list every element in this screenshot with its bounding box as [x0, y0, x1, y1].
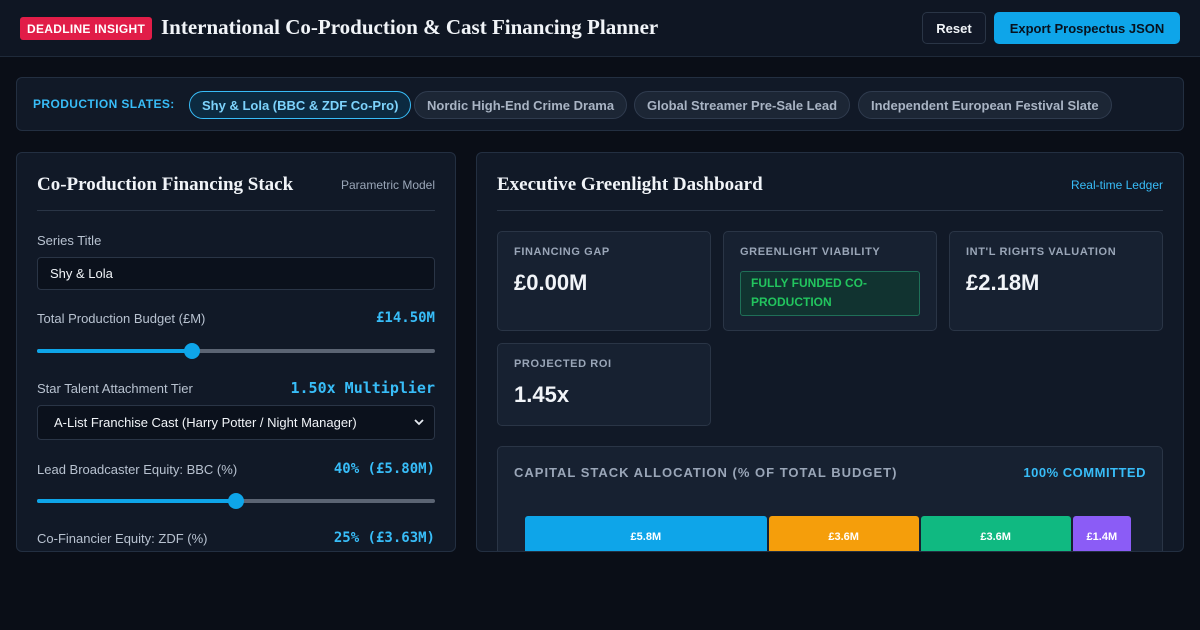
slate-chip-independent-european[interactable]: Independent European Festival Slate [858, 91, 1112, 119]
talent-multiplier-value: 1.50x Multiplier [290, 379, 436, 397]
production-slates-bar: PRODUCTION SLATES: Shy & Lola (BBC & ZDF… [16, 77, 1184, 131]
panel-header: Executive Greenlight Dashboard Real-time… [497, 153, 1163, 211]
budget-value: £14.50M [375, 310, 435, 326]
greenlight-viability-card: GREENLIGHT VIABILITY FULLY FUNDED CO-PRO… [723, 231, 937, 331]
talent-tier-label: Star Talent Attachment Tier [37, 381, 193, 396]
card-label: INT'L RIGHTS VALUATION [966, 246, 1117, 258]
app-title: International Co-Production & Cast Finan… [161, 15, 659, 39]
financing-stack-panel: Co-Production Financing Stack Parametric… [16, 152, 456, 552]
reset-button[interactable]: Reset [922, 12, 986, 44]
slate-chip-nordic-crime[interactable]: Nordic High-End Crime Drama [414, 91, 628, 119]
slider-thumb[interactable] [184, 343, 201, 359]
capital-stack-segment: £3.6M [768, 516, 919, 551]
card-label: FINANCING GAP [514, 246, 610, 258]
slate-chip-shy-and-lola[interactable]: Shy & Lola (BBC & ZDF Co-Pro) [189, 91, 412, 119]
capital-stack-card: CAPITAL STACK ALLOCATION (% OF TOTAL BUD… [497, 446, 1163, 551]
series-title-label: Series Title [37, 233, 102, 248]
viability-status-badge: FULLY FUNDED CO-PRODUCTION [740, 271, 920, 316]
commitment-status: 100% COMMITTED [1023, 465, 1146, 480]
rights-valuation-card: INT'L RIGHTS VALUATION £2.18M [949, 231, 1163, 331]
projected-roi-value: 1.45x [514, 382, 570, 407]
budget-slider[interactable] [37, 343, 435, 359]
greenlight-dashboard-panel: Executive Greenlight Dashboard Real-time… [476, 152, 1184, 552]
bbc-equity-label: Lead Broadcaster Equity: BBC (%) [37, 462, 238, 477]
capital-stack-segment: £3.6M [920, 516, 1071, 551]
export-prospectus-button[interactable]: Export Prospectus JSON [994, 12, 1180, 44]
slider-fill [37, 349, 193, 353]
capital-stack-segment: £5.8M [525, 516, 767, 551]
slate-chip-global-streamer[interactable]: Global Streamer Pre-Sale Lead [634, 91, 851, 119]
zdf-equity-value: 25% (£3.63M) [333, 530, 435, 546]
brand-badge: DEADLINE INSIGHT [20, 17, 153, 40]
chevron-down-icon [414, 419, 424, 426]
model-tag: Parametric Model [340, 178, 435, 192]
slider-track [37, 349, 435, 353]
talent-tier-selected: A-List Franchise Cast (Harry Potter / Ni… [54, 415, 357, 430]
projected-roi-card: PROJECTED ROI 1.45x [497, 343, 711, 426]
rights-valuation-value: £2.18M [966, 270, 1040, 295]
panel-title: Co-Production Financing Stack [37, 174, 294, 195]
card-label: GREENLIGHT VIABILITY [740, 246, 881, 258]
capital-stack-segment: £1.4M [1072, 516, 1131, 551]
card-label: PROJECTED ROI [514, 358, 612, 370]
bbc-equity-value: 40% (£5.80M) [333, 461, 435, 477]
zdf-equity-label: Co-Financier Equity: ZDF (%) [37, 531, 208, 546]
capital-stack-title: CAPITAL STACK ALLOCATION (% OF TOTAL BUD… [514, 465, 898, 480]
panel-header: Co-Production Financing Stack Parametric… [37, 153, 435, 211]
financing-gap-card: FINANCING GAP £0.00M [497, 231, 711, 331]
slider-thumb[interactable] [228, 493, 244, 509]
talent-tier-select[interactable]: A-List Franchise Cast (Harry Potter / Ni… [37, 405, 435, 440]
budget-label: Total Production Budget (£M) [37, 311, 206, 326]
panel-title: Executive Greenlight Dashboard [497, 174, 763, 195]
capital-stack-bar: £5.8M £3.6M £3.6M £1.4M [525, 516, 1131, 551]
bbc-equity-slider[interactable] [37, 493, 435, 509]
slider-fill [37, 499, 236, 503]
series-title-input[interactable]: Shy & Lola [37, 257, 435, 290]
top-bar: DEADLINE INSIGHT International Co-Produc… [0, 0, 1200, 57]
slates-label: PRODUCTION SLATES: [33, 97, 175, 111]
realtime-ledger-link[interactable]: Real-time Ledger [1070, 178, 1163, 192]
financing-gap-value: £0.00M [514, 270, 588, 295]
